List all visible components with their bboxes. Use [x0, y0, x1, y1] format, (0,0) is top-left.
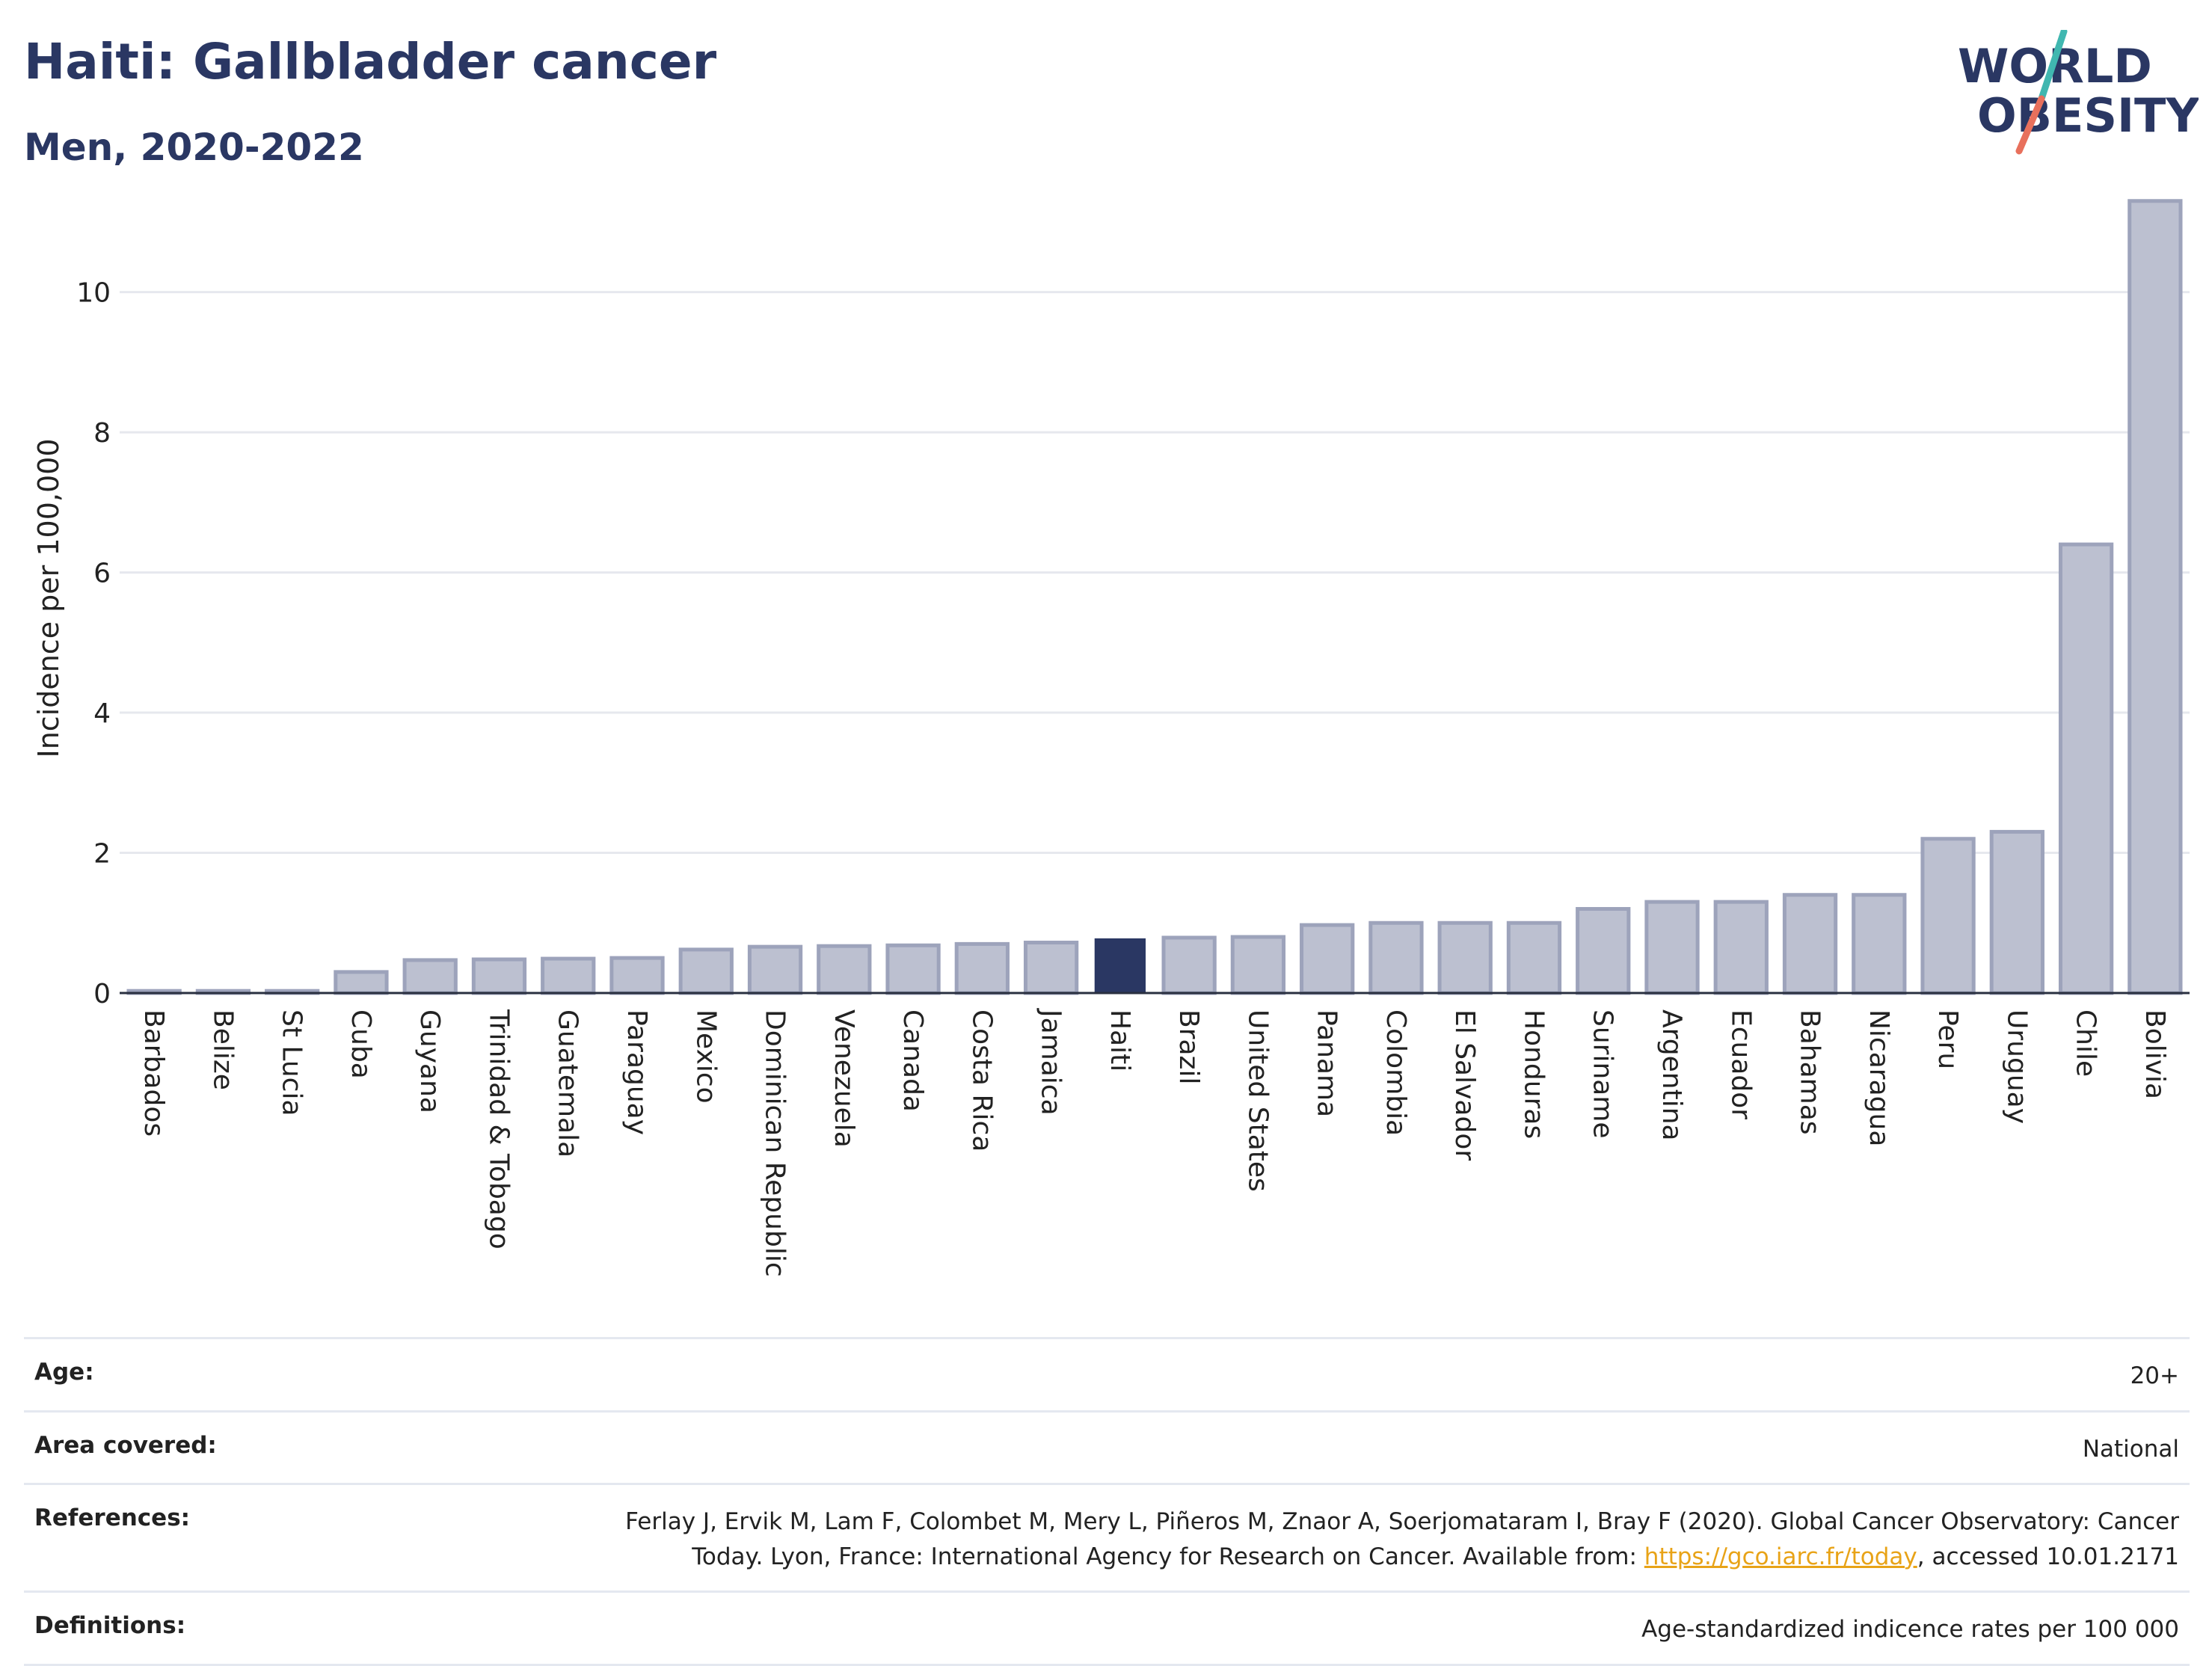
x-tick-labels: Barbados Belize St Lucia Cuba Guyana Trinidad… — [138, 1008, 2170, 1277]
bar-honduras — [1506, 920, 1562, 995]
y-tick-2: 2 — [93, 839, 111, 870]
age-value: 20+ — [2130, 1362, 2179, 1389]
x-tick-label: Ecuador — [1725, 1009, 1756, 1119]
x-tick-label: Jamaica — [1036, 1008, 1066, 1116]
x-tick-label: Venezuela — [829, 1009, 859, 1148]
x-tick-label: Bahamas — [1795, 1009, 1825, 1135]
x-tick-label: Chile — [2071, 1009, 2101, 1077]
x-tick-label: Cuba — [345, 1009, 376, 1079]
x-tick-label: Costa Rica — [966, 1009, 997, 1152]
references-link[interactable]: https://gco.iarc.fr/today — [1644, 1543, 1917, 1570]
y-tick-8: 8 — [93, 418, 111, 449]
y-axis-label: Incidence per 100,000 — [32, 438, 65, 757]
area-value: National — [2082, 1435, 2179, 1463]
references-value: Ferlay J, Ervik M, Lam F, Colombet M, Me… — [579, 1504, 2179, 1574]
bar-brazil — [1161, 935, 1217, 995]
bar-bahamas — [1782, 893, 1838, 995]
bar-ecuador — [1713, 900, 1769, 995]
bar-cuba — [334, 970, 389, 995]
x-tick-label: Canada — [897, 1009, 928, 1112]
bar-chile — [2058, 542, 2114, 995]
bar-colombia — [1368, 920, 1424, 995]
x-tick-label: Guatemala — [553, 1009, 583, 1158]
chart-subtitle: Men, 2020-2022 — [24, 126, 364, 169]
references-label: References: — [34, 1504, 191, 1531]
x-tick-label: Colombia — [1380, 1009, 1411, 1136]
y-tick-6: 6 — [93, 559, 111, 589]
logo-slash-teal — [2038, 30, 2068, 102]
x-tick-label: Dominican Republic — [760, 1009, 790, 1277]
bar-jamaica — [1023, 941, 1079, 995]
bar-suriname — [1576, 907, 1631, 995]
bar-costa-rica — [954, 941, 1010, 995]
bar-paraguay — [609, 956, 665, 995]
chart-title: Haiti: Gallbladder cancer — [24, 33, 717, 90]
area-label: Area covered: — [34, 1431, 217, 1459]
x-tick-label: Barbados — [138, 1009, 169, 1137]
x-tick-label: United States — [1242, 1009, 1273, 1192]
y-tick-0: 0 — [93, 979, 111, 1009]
info-table: Age: 20+ Area covered: National Referenc… — [24, 1337, 2190, 1666]
logo-slash-coral — [2015, 95, 2045, 155]
bar-venezuela — [817, 944, 872, 995]
definitions-label: Definitions: — [34, 1612, 186, 1639]
bar-bolivia — [2127, 199, 2183, 995]
bars — [126, 199, 2183, 995]
x-tick-label: Honduras — [1518, 1009, 1549, 1139]
bar-trinidad-tobago — [471, 957, 527, 995]
x-tick-label: Nicaragua — [1864, 1009, 1894, 1146]
x-tick-label: Guyana — [414, 1009, 445, 1113]
bar-haiti — [1094, 938, 1146, 993]
bar-guyana — [402, 958, 458, 995]
y-tick-labels: 0 2 4 6 8 10 — [76, 278, 111, 1009]
x-tick-label: Haiti — [1105, 1009, 1135, 1072]
x-tick-label: El Salvador — [1449, 1009, 1480, 1161]
age-label: Age: — [34, 1359, 94, 1386]
x-tick-label: Uruguay — [2001, 1009, 2032, 1124]
y-tick-10: 10 — [76, 278, 111, 309]
references-suffix: , accessed 10.01.2171 — [1917, 1543, 2179, 1570]
references-text: Ferlay J, Ervik M, Lam F, Colombet M, Me… — [625, 1508, 2179, 1570]
world-obesity-logo: WORLD OBESITY — [1958, 30, 2199, 155]
bar-dominican-republic — [747, 944, 803, 995]
bar-canada — [885, 943, 941, 995]
x-tick-label: Peru — [1932, 1009, 1963, 1069]
grid-lines — [120, 291, 2190, 855]
bar-united-states — [1230, 935, 1286, 995]
x-tick-label: Panama — [1312, 1009, 1342, 1117]
bar-el-salvador — [1437, 920, 1493, 995]
info-row-references: References: Ferlay J, Ervik M, Lam F, Co… — [24, 1483, 2190, 1590]
x-tick-label: Bolivia — [2139, 1009, 2170, 1099]
bar-argentina — [1644, 900, 1700, 995]
bar-guatemala — [541, 956, 596, 995]
definitions-value: Age-standardized indicence rates per 100… — [1641, 1616, 2179, 1643]
y-tick-4: 4 — [93, 698, 111, 729]
bar-mexico — [678, 947, 734, 995]
info-row-definitions: Definitions: Age-standardized indicence … — [24, 1590, 2190, 1666]
x-tick-label: Mexico — [690, 1009, 721, 1104]
bar-nicaragua — [1852, 893, 1907, 995]
x-tick-label: Suriname — [1588, 1009, 1618, 1139]
info-row-area: Area covered: National — [24, 1410, 2190, 1484]
logo-line-2: OBESITY — [1977, 88, 2199, 143]
bar-peru — [1920, 837, 1976, 995]
x-tick-label: Brazil — [1173, 1009, 1204, 1084]
x-tick-label: Argentina — [1656, 1009, 1687, 1141]
bar-panama — [1300, 923, 1355, 995]
bar-chart: 0 2 4 6 8 10 Barbados Belize St Lucia Cuba Guyana… — [32, 199, 2190, 1277]
x-tick-label: Paraguay — [621, 1009, 652, 1135]
x-tick-label: St Lucia — [277, 1009, 307, 1116]
info-row-age: Age: 20+ — [24, 1337, 2190, 1410]
x-tick-label: Belize — [207, 1009, 238, 1090]
bar-uruguay — [1989, 829, 2044, 995]
x-tick-label: Trinidad & Tobago — [483, 1009, 514, 1250]
